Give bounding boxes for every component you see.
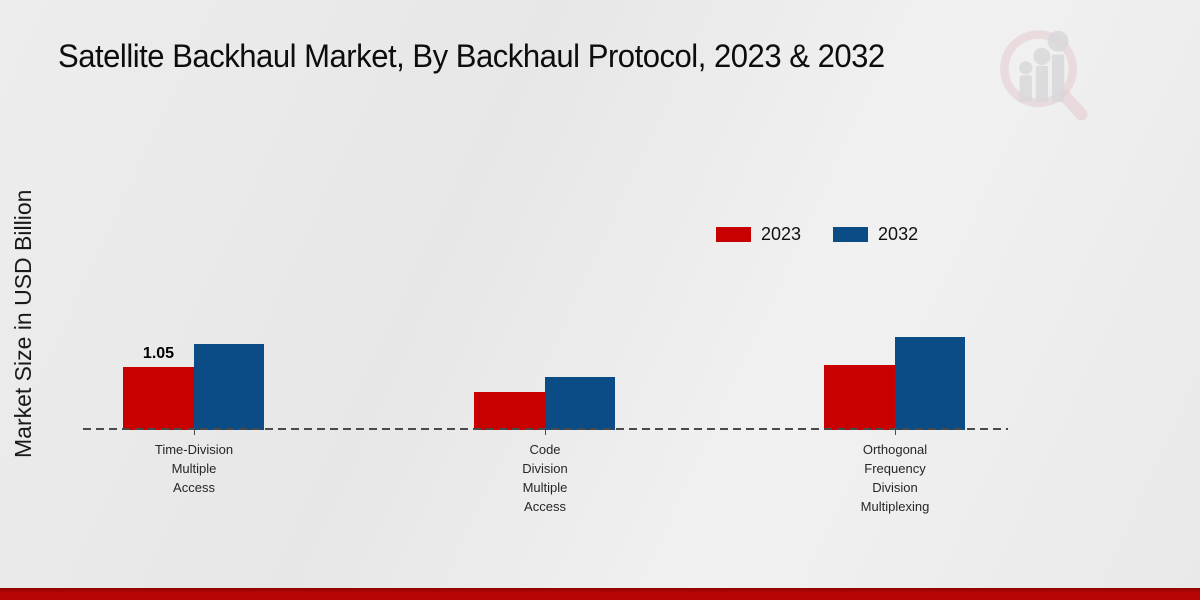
legend-item-2032: 2032 [833, 224, 918, 245]
legend-swatch-2032 [833, 227, 869, 242]
x-axis-tick-1 [545, 430, 546, 435]
category-label-0: Time-Division Multiple Access [154, 442, 234, 495]
legend-item-2023: 2023 [716, 224, 801, 245]
legend-swatch-2023 [716, 227, 751, 242]
bar-2023-category-2 [824, 365, 895, 430]
legend-label-2032: 2032 [878, 224, 919, 244]
legend-label-2023: 2023 [761, 224, 802, 244]
legend: 2023 2032 [716, 224, 918, 245]
category-label-2: Orthogonal Frequency Division Multiplexi… [860, 442, 930, 514]
data-label-2023-category-0: 1.05 [142, 345, 175, 362]
footer-accent-band [0, 588, 1200, 600]
x-axis-tick-2 [895, 430, 896, 435]
x-axis-baseline [83, 428, 1008, 430]
x-axis-tick-0 [194, 430, 195, 435]
magnifier-bar-chart-logo [1000, 30, 1088, 121]
bar-2032-category-1 [545, 377, 615, 430]
bar-2023-category-0 [123, 367, 194, 430]
category-label-1: Code Division Multiple Access [522, 442, 568, 514]
bar-2023-category-1 [474, 392, 545, 430]
bar-2032-category-2 [895, 337, 965, 430]
bar-2032-category-0 [194, 344, 264, 430]
chart-title: Satellite Backhaul Market, By Backhaul P… [58, 38, 885, 74]
